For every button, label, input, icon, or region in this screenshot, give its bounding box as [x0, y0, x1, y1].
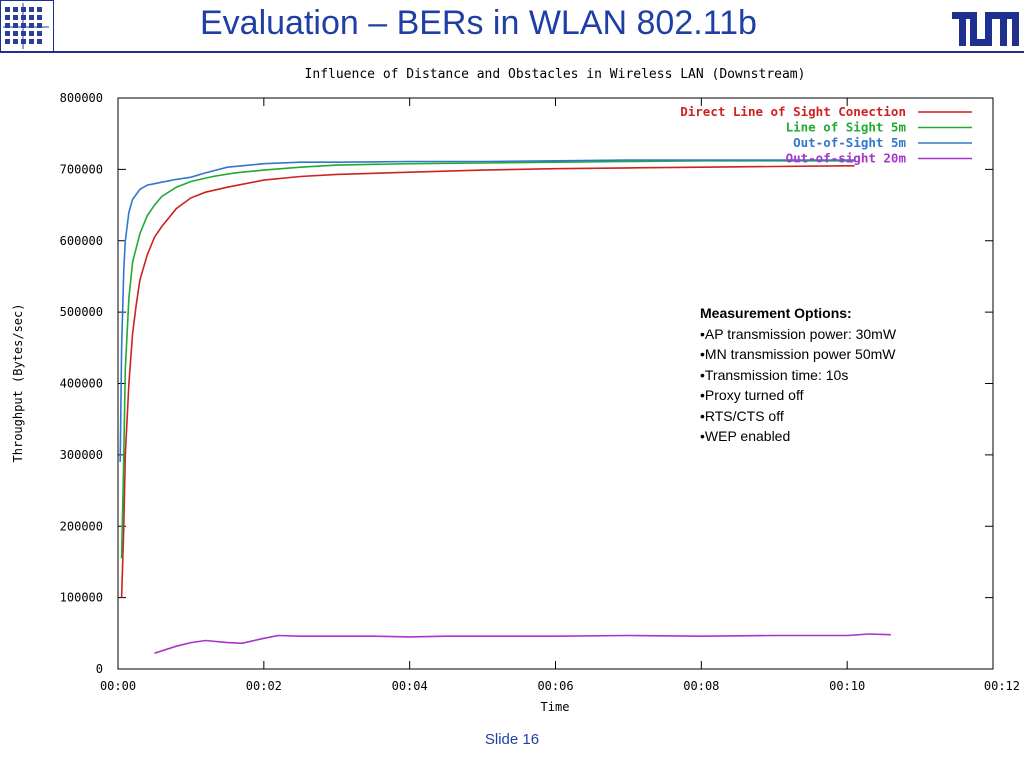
institute-logo [0, 0, 54, 52]
legend-label: Out-of-sight 20m [786, 151, 907, 166]
measurement-option-item: •RTS/CTS off [700, 407, 784, 424]
y-tick-label: 800000 [60, 91, 103, 105]
x-tick-label: 00:06 [537, 679, 573, 693]
institute-logo-graphic [3, 3, 49, 49]
x-axis-label: Time [541, 700, 570, 714]
measurement-options: Measurement Options: •AP transmission po… [700, 303, 896, 447]
measurement-option-item: •Proxy turned off [700, 387, 804, 403]
tum-logo [950, 10, 1022, 48]
measurement-option-item: •Transmission time: 10s [700, 366, 849, 383]
y-tick-label: 300000 [60, 448, 103, 462]
slide-number: Slide 16 [484, 731, 540, 748]
series-line [120, 160, 855, 559]
series-line [120, 165, 855, 598]
slide-header: Evaluation – BERs in WLAN 802.11b [0, 0, 1024, 54]
measurement-options-heading: Measurement Options: [700, 305, 852, 321]
header-divider [0, 51, 1024, 53]
series-line [154, 633, 891, 655]
measurement-option-item: •MN transmission power 50mW [700, 346, 896, 362]
legend-label: Line of Sight 5m [786, 120, 907, 135]
x-tick-label: 00:08 [683, 679, 719, 693]
y-tick-label: 700000 [60, 162, 103, 176]
slide-title: Evaluation – BERs in WLAN 802.11b [200, 4, 757, 42]
measurement-option-item: •WEP enabled [700, 428, 791, 444]
tum-logo-graphic [952, 12, 1019, 46]
chart-title: Influence of Distance and Obstacles in W… [305, 67, 806, 82]
x-tick-label: 00:10 [829, 679, 865, 693]
y-tick-label: 600000 [60, 234, 103, 248]
y-tick-label: 200000 [60, 519, 103, 533]
y-tick-label: 0 [96, 662, 103, 676]
measurement-option-item: •AP transmission power: 30mW [700, 325, 897, 342]
series-line [119, 159, 855, 463]
y-axis-label: Throughput (Bytes/sec) [11, 304, 25, 463]
y-tick-label: 100000 [60, 591, 103, 605]
x-tick-label: 00:00 [100, 679, 136, 693]
x-tick-label: 00:02 [246, 679, 282, 693]
throughput-chart: Influence of Distance and Obstacles in W… [11, 67, 1020, 714]
x-tick-label: 00:04 [392, 679, 428, 693]
legend-label: Direct Line of Sight Conection [680, 104, 906, 119]
legend-label: Out-of-Sight 5m [793, 135, 906, 150]
y-tick-label: 400000 [60, 377, 103, 391]
x-tick-label: 00:12 [984, 679, 1020, 693]
y-tick-label: 500000 [60, 305, 103, 319]
